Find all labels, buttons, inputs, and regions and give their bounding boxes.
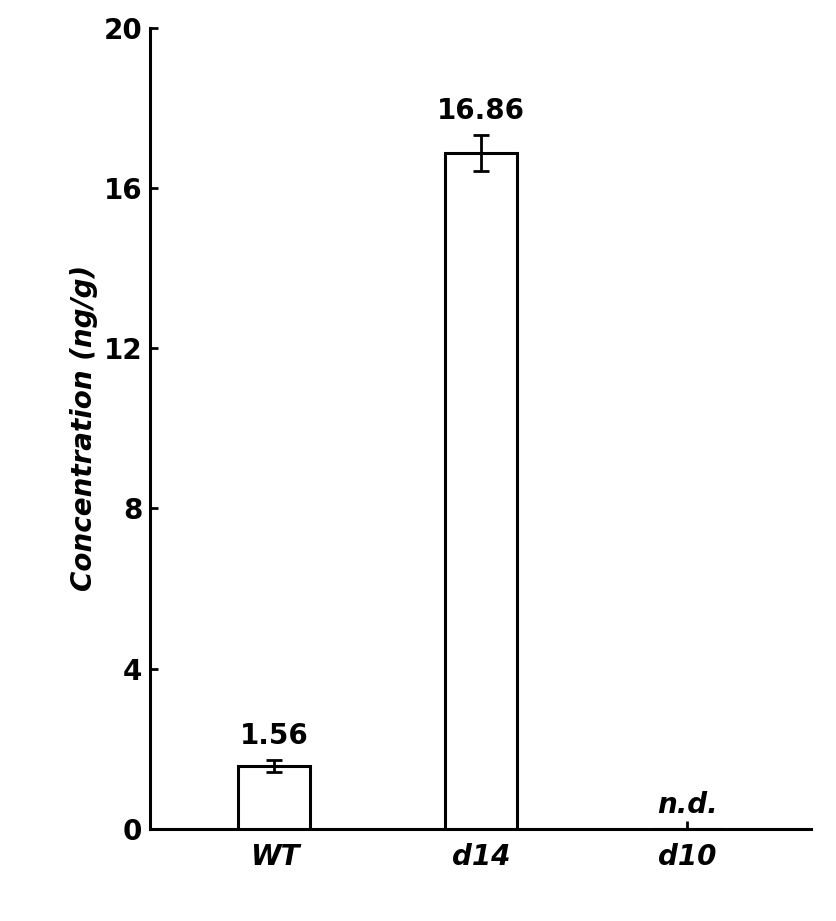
Bar: [445, 154, 517, 829]
Text: n.d.: n.d.: [657, 791, 717, 819]
Text: 16.86: 16.86: [436, 98, 525, 125]
Y-axis label: Concentration (ng/g): Concentration (ng/g): [70, 265, 98, 591]
Bar: [238, 766, 310, 829]
Text: 1.56: 1.56: [240, 722, 308, 751]
